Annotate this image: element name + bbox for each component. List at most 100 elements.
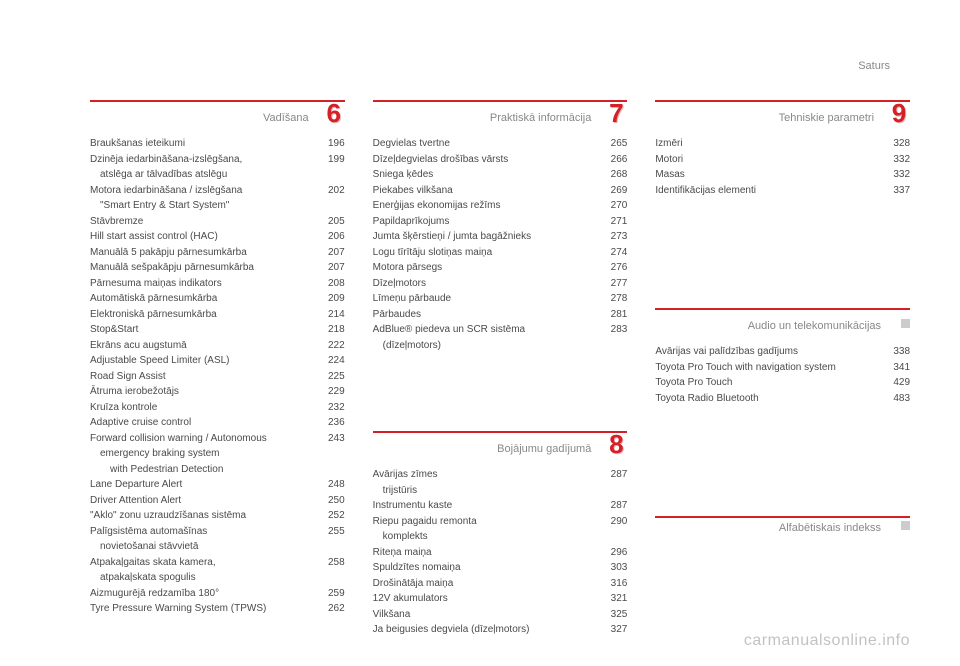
toc-label: "Aklo" zonu uzraudzīšanas sistēma	[90, 508, 315, 524]
toc-label: Toyota Pro Touch	[655, 375, 880, 391]
toc-line: Ātruma ierobežotājs229	[90, 384, 345, 400]
toc-page-number: 248	[315, 477, 345, 493]
toc-page-number: 209	[315, 291, 345, 307]
toc-page-number: 259	[315, 586, 345, 602]
section-title-audio: Audio un telekomunikācijas	[655, 320, 885, 334]
toc-label: Piekabes vilkšana	[373, 183, 598, 199]
toc-line: Dzinēja iedarbināšana-izslēgšana,atslēga…	[90, 152, 345, 183]
page-header-label: Saturs	[858, 60, 890, 72]
toc-line: Pārnesuma maiņas indikators208	[90, 276, 345, 292]
toc-label: Spuldzītes nomaiņa	[373, 560, 598, 576]
toc-label: Sniega ķēdes	[373, 167, 598, 183]
toc-page-number: 483	[880, 391, 910, 407]
toc-label: Izmēri	[655, 136, 880, 152]
toc-line: Instrumentu kaste287	[373, 498, 628, 514]
toc-list-7: Degvielas tvertne265Dīzeļdegvielas drošī…	[373, 136, 628, 353]
toc-label: Dzinēja iedarbināšana-izslēgšana,atslēga…	[90, 152, 315, 183]
toc-line: Pārbaudes281	[373, 307, 628, 323]
toc-line: Manuālā sešpakāpju pārnesumkārba207	[90, 260, 345, 276]
toc-page-number: 321	[597, 591, 627, 607]
toc-label: Forward collision warning / Autonomousem…	[90, 431, 315, 478]
toc-line: Ja beigusies degviela (dīzeļmotors)327	[373, 622, 628, 638]
toc-page-number: 266	[597, 152, 627, 168]
toc-page-number: 214	[315, 307, 345, 323]
toc-list-8: Avārijas zīmestrijstūris287Instrumentu k…	[373, 467, 628, 638]
toc-label: Road Sign Assist	[90, 369, 315, 385]
section-header-audio: Audio un telekomunikācijas	[655, 308, 910, 334]
toc-page-number: 236	[315, 415, 345, 431]
toc-line: AdBlue® piedeva un SCR sistēma(dīzeļmoto…	[373, 322, 628, 353]
toc-label: Motora iedarbināšana / izslēgšana"Smart …	[90, 183, 315, 214]
toc-page-number: 287	[597, 498, 627, 514]
toc-line: Road Sign Assist225	[90, 369, 345, 385]
toc-line: Manuālā 5 pakāpju pārnesumkārba207	[90, 245, 345, 261]
section-dot-icon	[901, 319, 910, 328]
toc-page-number: 337	[880, 183, 910, 199]
toc-line: Tyre Pressure Warning System (TPWS)262	[90, 601, 345, 617]
toc-line: Braukšanas ieteikumi196	[90, 136, 345, 152]
toc-label: 12V akumulators	[373, 591, 598, 607]
toc-line: Atpakaļgaitas skata kamera,atpakaļskata …	[90, 555, 345, 586]
section-title-7: Praktiskā informācija	[373, 112, 596, 126]
watermark-text: carmanualsonline.info	[744, 632, 910, 650]
toc-line: Ekrāns acu augstumā222	[90, 338, 345, 354]
toc-label: Lane Departure Alert	[90, 477, 315, 493]
toc-page-number: 208	[315, 276, 345, 292]
toc-line: Dīzeļmotors277	[373, 276, 628, 292]
toc-page-number: 273	[597, 229, 627, 245]
toc-line: Dīzeļdegvielas drošības vārsts266	[373, 152, 628, 168]
toc-label: Braukšanas ieteikumi	[90, 136, 315, 152]
toc-page-number: 296	[597, 545, 627, 561]
toc-line: Spuldzītes nomaiņa303	[373, 560, 628, 576]
toc-line: Vilkšana325	[373, 607, 628, 623]
toc-line: Jumta šķērstieņi / jumta bagāžnieks273	[373, 229, 628, 245]
toc-line: Aizmugurējā redzamība 180°259	[90, 586, 345, 602]
toc-sublabel: atslēga ar tālvadības atslēgu	[90, 167, 307, 183]
toc-line: Riteņa maiņa296	[373, 545, 628, 561]
toc-sublabel: trijstūris	[373, 483, 590, 499]
toc-line: Adaptive cruise control236	[90, 415, 345, 431]
section-header-8: Bojājumu gadījumā 8	[373, 431, 628, 457]
toc-line: Riepu pagaidu remontakomplekts290	[373, 514, 628, 545]
toc-label: Dīzeļmotors	[373, 276, 598, 292]
toc-page-number: 243	[315, 431, 345, 478]
toc-label: Adaptive cruise control	[90, 415, 315, 431]
column-3: Tehniskie parametri 9 Izmēri328Motori332…	[655, 100, 910, 638]
toc-line: Hill start assist control (HAC)206	[90, 229, 345, 245]
section-number-6: 6	[323, 100, 345, 126]
toc-line: Līmeņu pārbaude278	[373, 291, 628, 307]
toc-page-number: 225	[315, 369, 345, 385]
toc-label: Instrumentu kaste	[373, 498, 598, 514]
toc-label: Vilkšana	[373, 607, 598, 623]
toc-label: Elektroniskā pārnesumkārba	[90, 307, 315, 323]
toc-label: Manuālā sešpakāpju pārnesumkārba	[90, 260, 315, 276]
toc-page-number: 218	[315, 322, 345, 338]
toc-line: Automātiskā pārnesumkārba209	[90, 291, 345, 307]
toc-line: Motori332	[655, 152, 910, 168]
toc-page-number: 250	[315, 493, 345, 509]
toc-label: Enerģijas ekonomijas režīms	[373, 198, 598, 214]
toc-label: AdBlue® piedeva un SCR sistēma(dīzeļmoto…	[373, 322, 598, 353]
toc-line: Toyota Pro Touch with navigation system3…	[655, 360, 910, 376]
toc-label: Ja beigusies degviela (dīzeļmotors)	[373, 622, 598, 638]
toc-page-number: 325	[597, 607, 627, 623]
toc-page-number: 258	[315, 555, 345, 586]
column-2: Praktiskā informācija 7 Degvielas tvertn…	[373, 100, 628, 638]
toc-line: Papildaprīkojums271	[373, 214, 628, 230]
toc-label: Riepu pagaidu remontakomplekts	[373, 514, 598, 545]
toc-line: Avārijas zīmestrijstūris287	[373, 467, 628, 498]
spacer	[373, 353, 628, 379]
toc-label: Toyota Radio Bluetooth	[655, 391, 880, 407]
toc-page-number: 290	[597, 514, 627, 545]
toc-line: Logu tīrītāju slotiņas maiņa274	[373, 245, 628, 261]
toc-page-number: 303	[597, 560, 627, 576]
toc-label: Kruīza kontrole	[90, 400, 315, 416]
toc-line: Palīgsistēma automašīnasnovietošanai stā…	[90, 524, 345, 555]
toc-page-number: 316	[597, 576, 627, 592]
section-header-index: Alfabētiskais indekss	[655, 516, 910, 536]
toc-page-number: 229	[315, 384, 345, 400]
toc-page-number: 269	[597, 183, 627, 199]
toc-label: Ātruma ierobežotājs	[90, 384, 315, 400]
toc-line: Lane Departure Alert248	[90, 477, 345, 493]
toc-line: Piekabes vilkšana269	[373, 183, 628, 199]
